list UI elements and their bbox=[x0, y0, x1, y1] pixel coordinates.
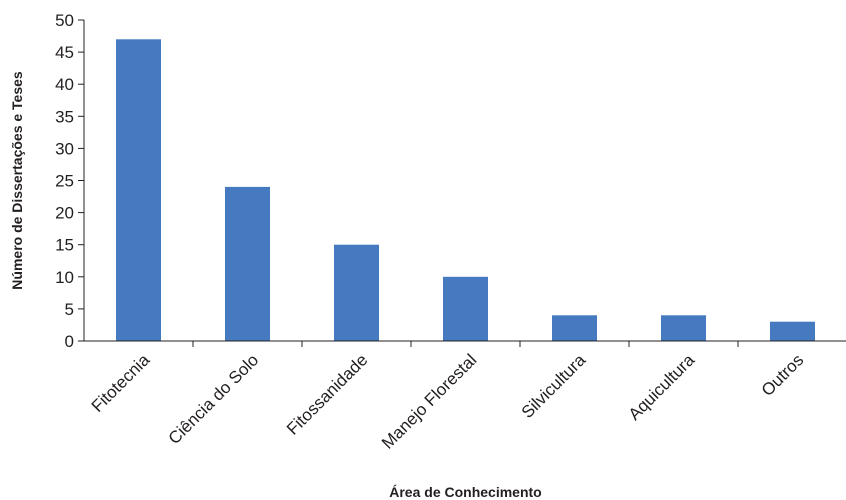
x-tick-label: Aquicultura bbox=[625, 350, 699, 424]
bars-layer bbox=[116, 39, 815, 342]
y-tick-label: 50 bbox=[55, 11, 74, 30]
x-tick-label: Outros bbox=[758, 350, 808, 400]
y-tick-label: 30 bbox=[55, 139, 74, 158]
bar-6 bbox=[661, 315, 706, 341]
y-tick-label: 35 bbox=[55, 107, 74, 126]
y-tick-label: 20 bbox=[55, 204, 74, 223]
y-tick-label: 0 bbox=[65, 332, 74, 351]
y-tick-label: 15 bbox=[55, 236, 74, 255]
x-tick-label: Fitotecnia bbox=[88, 350, 154, 416]
y-ticks: 0 5 10 15 20 25 30 35 40 45 50 bbox=[55, 11, 84, 351]
x-tick-label: Silvicultura bbox=[518, 350, 590, 422]
y-tick-label: 25 bbox=[55, 172, 74, 191]
bar-1 bbox=[116, 39, 161, 342]
bar-5 bbox=[552, 315, 597, 341]
x-tick-label: Fitossanidade bbox=[283, 350, 371, 438]
bar-7 bbox=[770, 321, 815, 341]
x-tick-label: Manejo Florestal bbox=[378, 350, 480, 452]
y-tick-label: 10 bbox=[55, 268, 74, 287]
x-tick-label: Ciência do Solo bbox=[165, 350, 263, 448]
x-axis-title: Área de Conhecimento bbox=[389, 484, 541, 500]
bar-3 bbox=[334, 244, 379, 341]
y-tick-label: 45 bbox=[55, 43, 74, 62]
bar-4 bbox=[443, 276, 488, 341]
y-axis-title: Número de Dissertações e Teses bbox=[9, 71, 25, 290]
y-tick-label: 5 bbox=[65, 300, 74, 319]
y-tick-label: 40 bbox=[55, 75, 74, 94]
bar-2 bbox=[225, 186, 270, 341]
x-ticks: Fitotecnia Ciência do Solo Fitossanidade Ma… bbox=[88, 341, 808, 453]
